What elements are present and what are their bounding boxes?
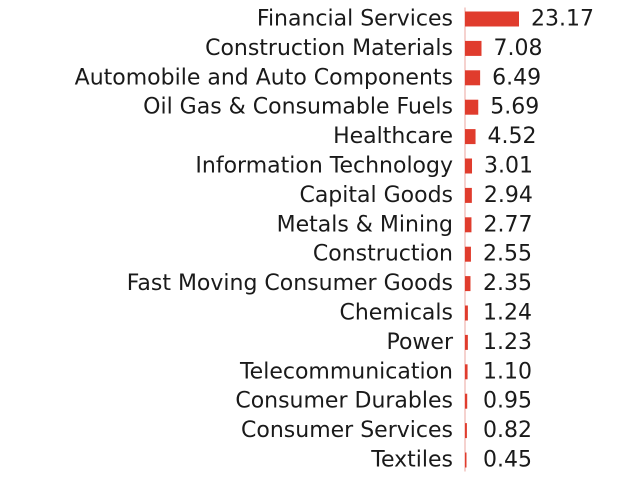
bar xyxy=(465,452,467,468)
value-label: 4.52 xyxy=(488,124,537,149)
chart-row: Oil Gas & Consumable Fuels 5.69 xyxy=(143,95,539,120)
value-label: 2.55 xyxy=(483,242,532,267)
value-label: 2.94 xyxy=(484,183,533,208)
category-label: Consumer Durables xyxy=(235,389,453,414)
category-label: Textiles xyxy=(370,448,453,473)
value-label: 0.95 xyxy=(483,389,532,414)
category-label: Healthcare xyxy=(333,124,453,149)
value-label: 23.17 xyxy=(531,7,594,32)
chart-row: Capital Goods 2.94 xyxy=(299,183,532,208)
value-label: 6.49 xyxy=(492,65,541,90)
value-label: 1.10 xyxy=(483,359,532,384)
value-label: 5.69 xyxy=(490,95,539,120)
bar xyxy=(465,246,471,262)
chart-row: Consumer Services 0.82 xyxy=(241,418,532,443)
bar xyxy=(465,364,468,380)
value-label: 0.82 xyxy=(483,418,532,443)
chart-row: Healthcare 4.52 xyxy=(333,124,536,149)
category-label: Metals & Mining xyxy=(277,212,453,237)
chart-row: Chemicals 1.24 xyxy=(339,301,532,326)
category-label: Construction xyxy=(313,242,453,267)
category-label: Oil Gas & Consumable Fuels xyxy=(143,95,453,120)
value-label: 2.77 xyxy=(483,212,532,237)
chart-row: Consumer Durables 0.95 xyxy=(235,389,532,414)
category-label: Consumer Services xyxy=(241,418,453,443)
category-label: Automobile and Auto Components xyxy=(75,65,453,90)
value-label: 7.08 xyxy=(494,36,543,61)
bar xyxy=(465,187,472,203)
category-label: Chemicals xyxy=(339,301,453,326)
bar xyxy=(465,99,479,115)
chart-row: Construction Materials 7.08 xyxy=(205,36,542,61)
chart-row: Textiles 0.45 xyxy=(370,448,532,473)
chart-row: Fast Moving Consumer Goods 2.35 xyxy=(127,271,532,296)
value-label: 3.01 xyxy=(484,154,533,179)
bar xyxy=(465,334,468,350)
bar xyxy=(465,217,472,233)
chart-row: Financial Services 23.17 xyxy=(257,7,594,32)
category-label: Telecommunication xyxy=(239,359,453,384)
bar xyxy=(465,40,482,56)
category-label: Information Technology xyxy=(195,154,453,179)
chart-rows: Financial Services 23.17 Construction Mate… xyxy=(75,7,594,473)
chart-row: Automobile and Auto Components 6.49 xyxy=(75,65,541,90)
bar xyxy=(465,129,476,145)
value-label: 1.23 xyxy=(483,330,532,355)
value-label: 0.45 xyxy=(483,448,532,473)
category-label: Construction Materials xyxy=(205,36,453,61)
bar xyxy=(465,70,481,86)
chart-row: Telecommunication 1.10 xyxy=(239,359,532,384)
chart-row: Power 1.23 xyxy=(386,330,532,355)
chart-row: Metals & Mining 2.77 xyxy=(277,212,533,237)
value-label: 2.35 xyxy=(483,271,532,296)
category-label: Fast Moving Consumer Goods xyxy=(127,271,453,296)
chart-row: Construction 2.55 xyxy=(313,242,532,267)
bar xyxy=(465,276,471,292)
category-label: Financial Services xyxy=(257,7,453,32)
bar xyxy=(465,158,473,174)
chart-row: Information Technology 3.01 xyxy=(195,154,533,179)
category-label: Capital Goods xyxy=(299,183,453,208)
bar xyxy=(465,11,519,27)
category-label: Power xyxy=(386,330,453,355)
bar xyxy=(465,393,468,409)
bar xyxy=(465,305,468,321)
bar xyxy=(465,423,467,439)
value-label: 1.24 xyxy=(483,301,532,326)
